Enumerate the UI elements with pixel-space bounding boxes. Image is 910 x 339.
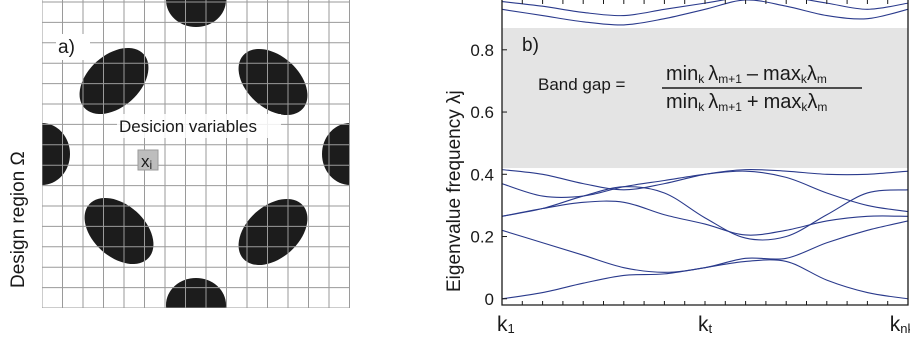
decision-variables-annotation: Desicion variables — [119, 117, 257, 136]
band-6 — [502, 168, 908, 191]
x-tick-label: knk — [890, 313, 910, 336]
band-gap-region — [502, 28, 908, 169]
formula-lhs: Band gap = — [538, 75, 626, 94]
panel-b-label: b) — [522, 35, 539, 56]
y-tick-label: 0.2 — [470, 228, 494, 247]
formula-numerator: mink λm+1– maxkλm — [666, 63, 827, 86]
x-tick-labels: k1 kt knk — [497, 313, 910, 336]
band-7 — [502, 0, 908, 26]
inclusion-upper-left — [79, 47, 149, 115]
x-tick-label: k1 — [497, 313, 515, 336]
inclusion-top — [166, 0, 226, 27]
panel-b-band-diagram: 0 0.2 0.4 0.6 0.8 k1 kt knk b) Eigenvalue freq… — [444, 0, 910, 336]
y-tick-label: 0.8 — [470, 41, 494, 60]
panel-a-label: a) — [58, 37, 75, 58]
x-tick-label: kt — [698, 313, 713, 336]
inclusion-upper-right — [238, 48, 308, 116]
axes — [501, 0, 909, 306]
y-tick-label: 0.6 — [470, 103, 494, 122]
y-tick-label: 0.4 — [470, 165, 494, 184]
design-region-label: Design region Ω — [8, 151, 29, 288]
cell-label: xi — [141, 152, 152, 172]
band-gap-formula: Band gap = mink λm+1– maxkλm mink λm+1 + maxk… — [538, 63, 862, 114]
annotation-bg — [117, 114, 281, 138]
band-3 — [502, 200, 908, 236]
inclusion-lower-right — [238, 198, 308, 266]
inclusion-bottom — [166, 278, 226, 308]
band-2 — [502, 220, 908, 273]
formula-denominator: mink λm+1 + maxkλm — [666, 91, 827, 114]
panel-a-label-bg — [56, 34, 90, 60]
y-tick-label: 0 — [485, 290, 494, 309]
panel-a-design-region: xi a) Desicion variables Design region Ω — [8, 0, 350, 308]
cell-highlight — [137, 149, 159, 171]
band-5 — [502, 170, 908, 213]
band-1 — [502, 259, 908, 300]
y-axis-label: Eigenvalue frequency λj — [444, 90, 465, 292]
y-tick-labels: 0 0.2 0.4 0.6 0.8 — [470, 41, 494, 309]
inclusion-lower-left — [84, 197, 154, 265]
band-4 — [502, 186, 908, 241]
